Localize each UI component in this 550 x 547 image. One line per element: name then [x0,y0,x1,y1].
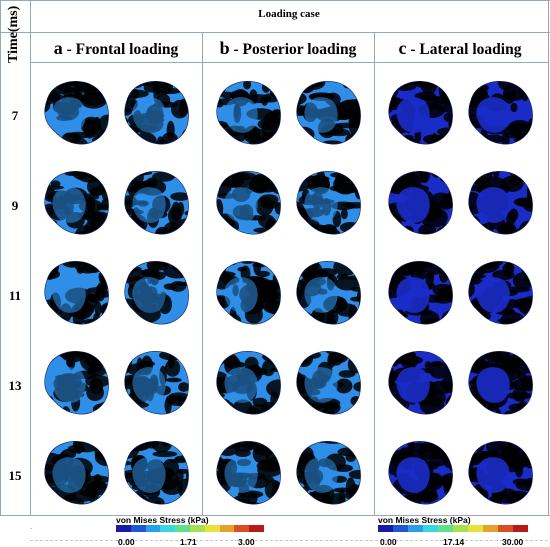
brain-right-view [460,342,538,427]
brain-right-view [460,432,538,517]
brain-left-view [380,432,458,517]
brain-right-view [116,432,194,517]
stress-cell-b-15 [206,426,370,516]
legend-swatch [438,525,453,532]
brain-right-view [288,162,366,247]
time-label-7: 7 [11,108,19,123]
brain-right-view [460,252,538,337]
brain-right-view [460,162,538,247]
legend-swatch [204,525,220,532]
brain-left-view [36,342,114,427]
case-letter: a [53,38,63,58]
legend-swatch [130,525,146,532]
legend-swatch [116,525,131,532]
stress-cell-c-13 [378,336,542,426]
legend-colorbar [116,525,264,532]
case-title-a: a - Frontal loading [30,36,202,60]
stress-cell-a-15 [34,426,198,516]
legend-swatch [483,525,498,532]
brain-right-view [116,342,194,427]
brain-right-view [116,72,194,157]
legend-swatch [408,525,423,532]
stress-cell-a-9 [34,156,198,246]
loading-case-header: Loading case [258,8,320,20]
brain-left-view [380,342,458,427]
legend-swatch [423,525,438,532]
legend-tick: 17.14 [443,537,465,547]
brain-right-view [460,72,538,157]
color-legend-1: von Mises Stress (kPa) 0.00 1.71 3.00 [116,515,274,547]
brain-right-view [288,432,366,517]
legend-tick: 0.00 [380,537,397,547]
legend-swatch [498,525,513,532]
stress-cell-c-11 [378,246,542,336]
brain-right-view [116,252,194,337]
stress-cell-b-9 [206,156,370,246]
color-legend-2: von Mises Stress (kPa) 0.00 17.14 30.00 [378,515,538,547]
stress-cell-a-11 [34,246,198,336]
legend-tick: 1.71 [180,537,197,547]
case-letter: c [398,38,407,58]
time-label-15: 15 [8,468,22,483]
legend-tick: 30.00 [502,537,524,547]
brain-right-view [288,342,366,427]
legend-swatch [249,525,264,532]
legend-colorbar [378,525,528,532]
case-title-b: b - Posterior loading [202,36,374,60]
time-label-9: 9 [11,198,19,213]
time-label-13: 13 [8,378,22,393]
stress-cell-b-11 [206,246,370,336]
stress-cell-c-7 [378,66,542,156]
legend-title: von Mises Stress (kPa) [378,515,471,525]
brain-right-view [116,162,194,247]
stress-cell-b-13 [206,336,370,426]
time-axis-label: Time(ms) [6,5,21,63]
legend-swatch [468,525,483,532]
legend-swatch [453,525,468,532]
brain-left-view [208,162,286,247]
legend-swatch [175,525,190,532]
stress-cell-a-7 [34,66,198,156]
brain-left-view [208,252,286,337]
legend-swatch [189,525,205,532]
case-letter: b [219,38,230,58]
brain-left-view [36,432,114,517]
legend-swatch [234,525,250,532]
stress-cell-b-7 [206,66,370,156]
brain-left-view [380,162,458,247]
stress-cell-c-15 [378,426,542,516]
legend-swatch [219,525,235,532]
legend-swatch [145,525,161,532]
stress-cell-c-9 [378,156,542,246]
brain-left-view [380,252,458,337]
brain-left-view [36,72,114,157]
brain-left-view [208,342,286,427]
brain-left-view [208,432,286,517]
case-name: - Frontal loading [62,41,179,58]
brain-left-view [208,72,286,157]
legend-swatch [393,525,408,532]
legend-swatch [160,525,176,532]
case-name: - Lateral loading [406,41,522,58]
brain-left-view [36,252,114,337]
brain-right-view [288,72,366,157]
time-label-11: 11 [8,288,22,303]
legend-title: von Mises Stress (kPa) [116,515,209,525]
brain-left-view [380,72,458,157]
case-name: - Posterior loading [229,41,357,58]
case-title-c: c - Lateral loading [374,36,546,60]
legend-tick: 0.00 [118,537,135,547]
legend-tick: 3.00 [238,537,255,547]
brain-left-view [36,162,114,247]
legend-swatch [513,525,528,532]
brain-right-view [288,252,366,337]
stress-cell-a-13 [34,336,198,426]
legend-swatch [378,525,393,532]
